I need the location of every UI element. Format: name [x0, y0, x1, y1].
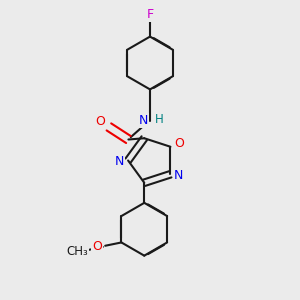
Text: O: O	[96, 115, 105, 128]
Text: O: O	[92, 241, 102, 254]
Text: N: N	[139, 114, 148, 128]
Text: N: N	[115, 155, 124, 169]
Text: CH₃: CH₃	[66, 245, 88, 258]
Text: N: N	[174, 169, 184, 182]
Text: O: O	[174, 137, 184, 150]
Text: H: H	[154, 113, 164, 126]
Text: F: F	[146, 8, 154, 22]
